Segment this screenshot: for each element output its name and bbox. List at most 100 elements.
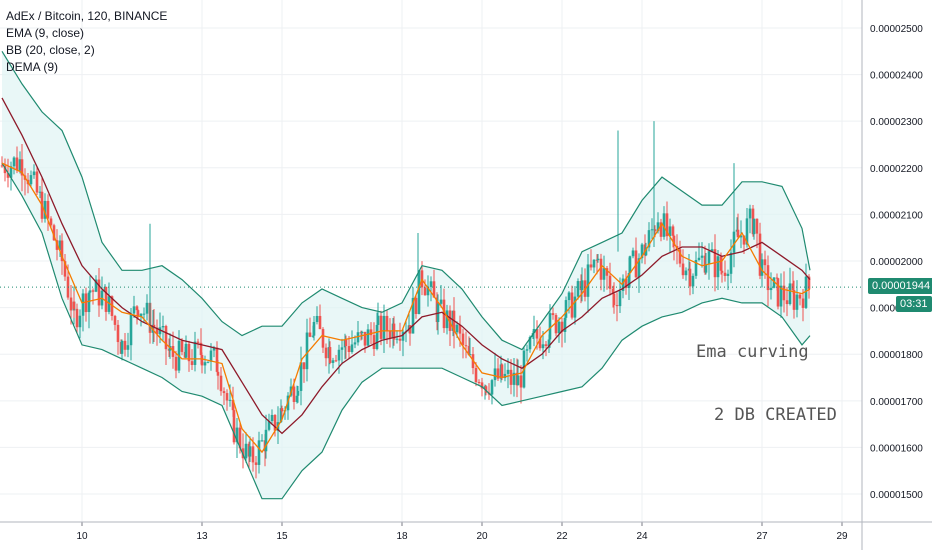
- candle-body: [776, 278, 780, 307]
- candle-body: [97, 279, 101, 306]
- candle-body: [704, 264, 708, 273]
- candle-body: [703, 255, 707, 273]
- candle-body: [164, 325, 168, 350]
- candle-body: [360, 331, 364, 334]
- candle-body: [618, 290, 622, 307]
- candle-body: [388, 331, 392, 339]
- candle-body: [219, 375, 223, 392]
- last-price-label: 0.00001944: [868, 278, 932, 294]
- candle-body: [15, 157, 19, 171]
- candle-body: [798, 294, 802, 299]
- candle-body: [401, 331, 405, 341]
- candle-body: [691, 275, 695, 287]
- candle-body: [792, 290, 796, 310]
- candle-body: [769, 287, 773, 291]
- candle-body: [650, 229, 654, 231]
- candle-body: [337, 349, 341, 361]
- legend-bb[interactable]: BB (20, close, 2): [6, 43, 95, 57]
- x-tick-label: 15: [276, 531, 288, 542]
- candle-body: [18, 159, 22, 171]
- candle-body: [38, 191, 42, 193]
- y-tick-label: 0.00002400: [870, 71, 923, 82]
- candle-body: [299, 362, 303, 391]
- candle-body: [254, 462, 258, 465]
- candle-body: [308, 332, 312, 337]
- candle-body: [244, 443, 248, 459]
- annotation-db-created: 2 DB CREATED: [714, 405, 837, 425]
- candle-body: [116, 324, 120, 343]
- candle-body: [232, 410, 236, 443]
- x-tick-label: 18: [396, 531, 408, 542]
- candle-body: [612, 293, 616, 306]
- candle-body: [589, 264, 593, 268]
- candle-body: [273, 414, 277, 431]
- candle-body: [209, 350, 213, 362]
- candle-body: [506, 369, 510, 374]
- candle-body: [665, 213, 669, 237]
- legend-dema[interactable]: DEMA (9): [6, 60, 59, 74]
- candle-body: [356, 332, 360, 343]
- candle-body: [43, 200, 47, 219]
- candle-body: [385, 315, 389, 332]
- candle-body: [726, 273, 730, 276]
- candle-body: [267, 420, 271, 430]
- y-tick-label: 0.00002500: [870, 24, 923, 35]
- candle-body: [719, 256, 723, 271]
- candle-body: [63, 261, 67, 277]
- candle-body: [554, 315, 558, 334]
- candle-body: [174, 356, 178, 371]
- candle-body: [512, 372, 516, 385]
- candle-body: [135, 306, 139, 311]
- candle-body: [142, 313, 146, 315]
- candle-body: [791, 283, 795, 291]
- candle-body: [766, 265, 770, 291]
- candle-body: [184, 343, 188, 358]
- candle-body: [772, 277, 776, 288]
- candle-body: [408, 325, 412, 334]
- candle-body: [647, 230, 651, 248]
- candle-body: [171, 346, 175, 357]
- legend-ema[interactable]: EMA (9, close): [6, 26, 85, 40]
- candle-body: [697, 257, 701, 260]
- candle-body: [382, 315, 386, 339]
- candle-body: [123, 340, 127, 350]
- candle-body: [615, 305, 619, 307]
- candle-body: [257, 440, 261, 465]
- candle-body: [672, 235, 676, 247]
- candle-body: [807, 276, 811, 289]
- legend-title[interactable]: AdEx / Bitcoin, 120, BINANCE: [6, 9, 168, 23]
- candle-body: [328, 347, 332, 363]
- candle-body: [225, 393, 229, 401]
- candle-body: [81, 293, 85, 316]
- candle-body: [340, 347, 344, 350]
- candle-body: [129, 313, 133, 346]
- candle-body: [595, 259, 599, 261]
- candle-body: [222, 391, 226, 394]
- bb-upper-line: [1, 50, 811, 351]
- candle-body: [136, 310, 140, 317]
- candle-body: [312, 321, 316, 336]
- y-tick-label: 0.00001800: [870, 350, 923, 361]
- candle-body: [644, 247, 648, 256]
- candle-body: [493, 368, 497, 381]
- candle-body: [235, 427, 239, 443]
- candle-body: [315, 315, 319, 322]
- candle-body: [231, 399, 235, 411]
- candle-body: [688, 268, 692, 287]
- y-tick-label: 0.00002000: [870, 257, 923, 268]
- candle-body: [785, 300, 789, 305]
- candle-body: [9, 166, 13, 178]
- candle-body: [376, 315, 380, 325]
- candle-body: [238, 427, 242, 449]
- candle-body: [548, 313, 552, 340]
- candle-body: [637, 258, 641, 278]
- candle-body: [684, 270, 688, 276]
- candle-body: [490, 380, 494, 395]
- candle-body: [52, 225, 56, 241]
- candle-body: [723, 272, 727, 276]
- candle-body: [187, 343, 191, 362]
- candle-body: [305, 332, 309, 370]
- candle-body: [12, 157, 16, 167]
- candle-body: [344, 339, 348, 347]
